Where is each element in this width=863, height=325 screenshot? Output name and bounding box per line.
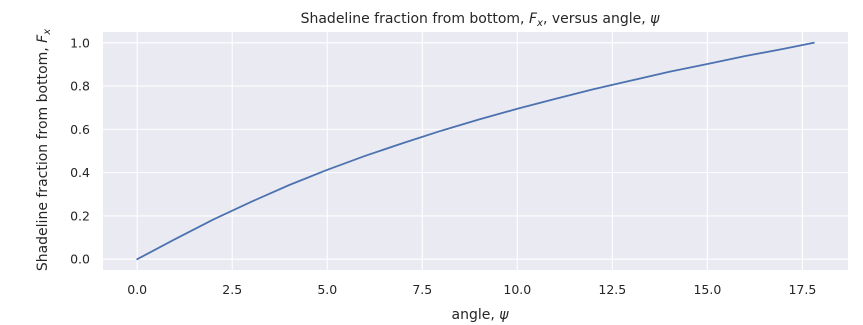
y-axis-ticks: 0.0 0.2 0.4 0.6 0.8 1.0 bbox=[70, 35, 90, 266]
y-tick-label: 0.6 bbox=[70, 122, 90, 137]
y-tick-label: 1.0 bbox=[70, 35, 90, 50]
y-tick-label: 0.8 bbox=[70, 79, 90, 94]
x-tick-label: 2.5 bbox=[222, 282, 242, 297]
y-axis-label: Shadeline fraction from bottom, Fx bbox=[35, 29, 53, 271]
x-axis-label: angle, ψ bbox=[452, 307, 510, 323]
series-line bbox=[136, 41, 815, 261]
y-tick-label: 0.2 bbox=[70, 208, 90, 223]
x-tick-label: 7.5 bbox=[412, 282, 432, 297]
grid bbox=[103, 32, 848, 270]
x-tick-label: 17.5 bbox=[788, 282, 816, 297]
x-axis-ticks: 0.0 2.5 5.0 7.5 10.0 12.5 15.0 17.5 bbox=[127, 282, 816, 297]
x-tick-label: 15.0 bbox=[693, 282, 721, 297]
y-tick-label: 0.0 bbox=[70, 252, 90, 267]
series-group bbox=[136, 41, 815, 261]
x-tick-label: 0.0 bbox=[127, 282, 147, 297]
chart-title: Shadeline fraction from bottom, Fx, vers… bbox=[301, 11, 661, 29]
x-tick-label: 10.0 bbox=[503, 282, 531, 297]
y-tick-label: 0.4 bbox=[70, 165, 90, 180]
x-tick-label: 12.5 bbox=[598, 282, 626, 297]
plot-background bbox=[103, 32, 848, 270]
x-tick-label: 5.0 bbox=[317, 282, 337, 297]
